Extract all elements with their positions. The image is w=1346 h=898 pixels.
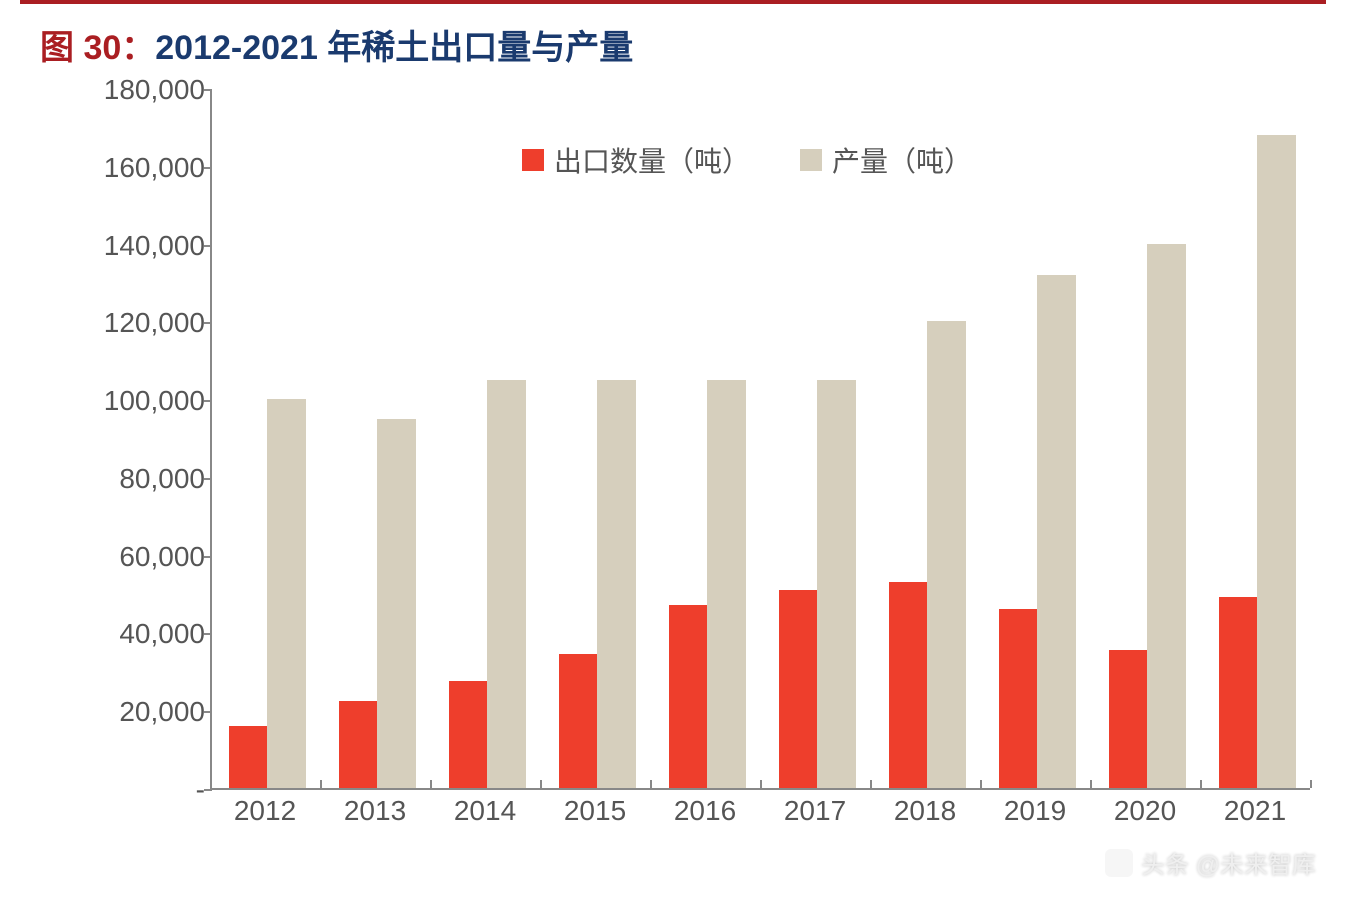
y-axis-label: 140,000 (75, 230, 205, 262)
legend-item-export: 出口数量（吨） (522, 140, 750, 180)
legend-label-export: 出口数量（吨） (554, 140, 750, 180)
y-tick-mark (204, 633, 212, 635)
y-axis-label: 60,000 (75, 541, 205, 573)
x-axis-label: 2015 (564, 795, 626, 827)
bar-产量（吨）-2017 (817, 380, 856, 788)
legend-item-production: 产量（吨） (800, 140, 972, 180)
top-border (20, 0, 1326, 4)
x-tick-mark (430, 780, 432, 788)
x-axis-label: 2013 (344, 795, 406, 827)
x-axis-label: 2014 (454, 795, 516, 827)
y-axis-label: 120,000 (75, 307, 205, 339)
bar-出口数量（吨）-2012 (229, 726, 268, 788)
title-main: 2012-2021 年稀土出口量与产量 (155, 29, 633, 67)
y-axis-label: 100,000 (75, 385, 205, 417)
y-axis-label: 160,000 (75, 152, 205, 184)
bar-出口数量（吨）-2017 (779, 590, 818, 788)
bar-产量（吨）-2018 (927, 321, 966, 788)
x-axis-label: 2018 (894, 795, 956, 827)
bar-产量（吨）-2020 (1147, 244, 1186, 788)
chart-title: 图 30：2012-2021 年稀土出口量与产量 (40, 20, 633, 69)
x-tick-mark (980, 780, 982, 788)
x-tick-mark (870, 780, 872, 788)
x-axis-label: 2020 (1114, 795, 1176, 827)
y-tick-mark (204, 711, 212, 713)
y-tick-mark (204, 167, 212, 169)
legend-swatch-production (800, 149, 822, 171)
legend-label-production: 产量（吨） (832, 140, 972, 180)
bar-出口数量（吨）-2013 (339, 701, 378, 789)
plot-area: 出口数量（吨） 产量（吨） (210, 90, 1310, 790)
x-axis-label: 2019 (1004, 795, 1066, 827)
y-tick-mark (204, 556, 212, 558)
x-tick-mark (210, 780, 212, 788)
x-axis-label: 2021 (1224, 795, 1286, 827)
bar-出口数量（吨）-2015 (559, 654, 598, 788)
watermark-text: 头条 @未来智库 (1141, 845, 1316, 880)
y-axis-label: 180,000 (75, 74, 205, 106)
y-axis-label: 40,000 (75, 618, 205, 650)
y-tick-mark (204, 245, 212, 247)
bar-出口数量（吨）-2014 (449, 681, 488, 788)
legend: 出口数量（吨） 产量（吨） (522, 140, 972, 180)
bar-产量（吨）-2019 (1037, 275, 1076, 788)
x-axis-label: 2012 (234, 795, 296, 827)
bar-产量（吨）-2021 (1257, 135, 1296, 788)
x-tick-mark (1310, 780, 1312, 788)
bar-产量（吨）-2016 (707, 380, 746, 788)
x-tick-mark (1200, 780, 1202, 788)
y-axis-label: 80,000 (75, 463, 205, 495)
bar-产量（吨）-2012 (267, 399, 306, 788)
bar-产量（吨）-2014 (487, 380, 526, 788)
legend-swatch-export (522, 149, 544, 171)
watermark-icon (1105, 849, 1133, 877)
x-tick-mark (540, 780, 542, 788)
x-tick-mark (650, 780, 652, 788)
x-axis-label: 2017 (784, 795, 846, 827)
bar-出口数量（吨）-2020 (1109, 650, 1148, 788)
y-tick-mark (204, 789, 212, 791)
y-tick-mark (204, 400, 212, 402)
bar-出口数量（吨）-2019 (999, 609, 1038, 788)
watermark: 头条 @未来智库 (1105, 845, 1316, 880)
y-tick-mark (204, 322, 212, 324)
title-prefix: 图 30： (40, 29, 155, 67)
y-axis-label: - (75, 774, 205, 806)
bar-出口数量（吨）-2021 (1219, 597, 1258, 788)
bar-产量（吨）-2015 (597, 380, 636, 788)
x-tick-mark (760, 780, 762, 788)
chart-container: 出口数量（吨） 产量（吨） - 20,000 40,000 60,000 80,000 1… (60, 80, 1320, 850)
y-axis-label: 20,000 (75, 696, 205, 728)
y-tick-mark (204, 478, 212, 480)
bar-出口数量（吨）-2016 (669, 605, 708, 788)
x-tick-mark (320, 780, 322, 788)
x-axis-label: 2016 (674, 795, 736, 827)
bar-产量（吨）-2013 (377, 419, 416, 788)
bar-出口数量（吨）-2018 (889, 582, 928, 788)
x-tick-mark (1090, 780, 1092, 788)
y-tick-mark (204, 89, 212, 91)
